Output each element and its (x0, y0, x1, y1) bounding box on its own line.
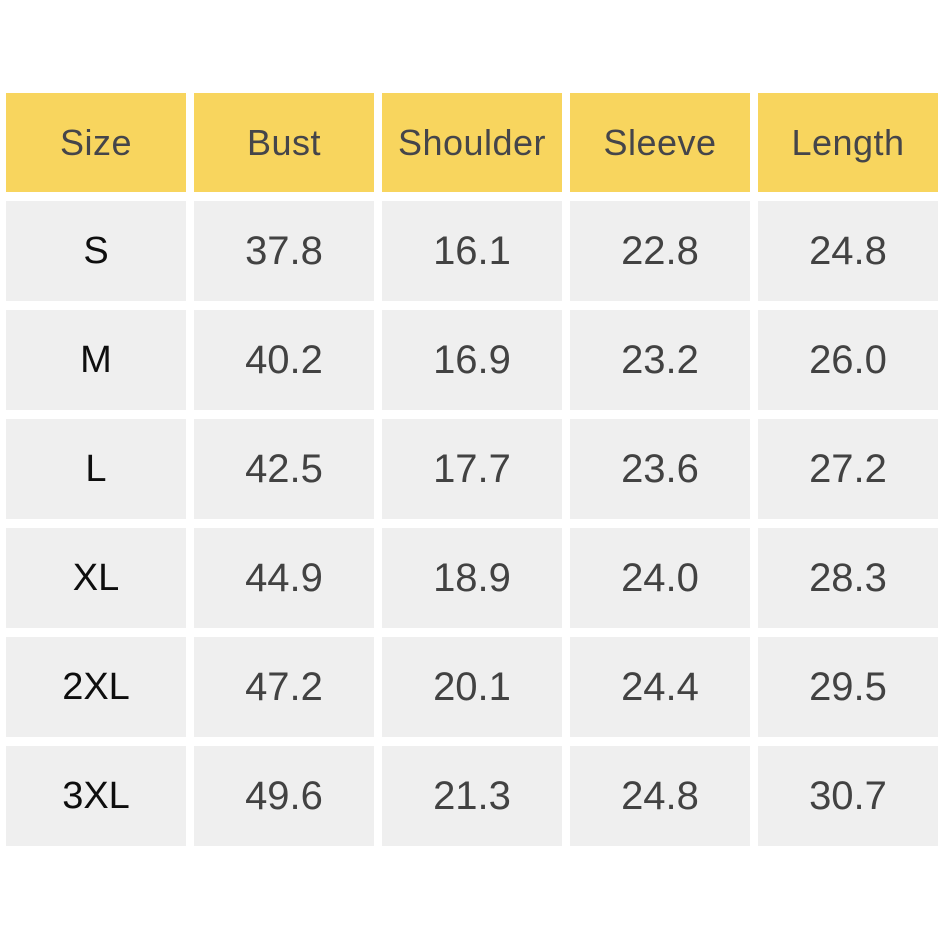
measurement-cell: 40.2 (194, 310, 374, 410)
measurement-cell: 21.3 (382, 746, 562, 846)
measurement-cell: 24.8 (758, 201, 938, 301)
size-label-cell: S (6, 201, 186, 301)
column-header-shoulder: Shoulder (382, 93, 562, 192)
column-header-sleeve: Sleeve (570, 93, 750, 192)
measurement-cell: 29.5 (758, 637, 938, 737)
measurement-cell: 17.7 (382, 419, 562, 519)
measurement-cell: 23.6 (570, 419, 750, 519)
size-label-cell: XL (6, 528, 186, 628)
measurement-cell: 24.8 (570, 746, 750, 846)
size-label-cell: M (6, 310, 186, 410)
column-header-length: Length (758, 93, 938, 192)
measurement-cell: 18.9 (382, 528, 562, 628)
measurement-cell: 20.1 (382, 637, 562, 737)
measurement-cell: 24.0 (570, 528, 750, 628)
measurement-cell: 42.5 (194, 419, 374, 519)
measurement-cell: 37.8 (194, 201, 374, 301)
column-header-bust: Bust (194, 93, 374, 192)
measurement-cell: 49.6 (194, 746, 374, 846)
measurement-cell: 28.3 (758, 528, 938, 628)
column-header-size: Size (6, 93, 186, 192)
size-label-cell: L (6, 419, 186, 519)
measurement-cell: 23.2 (570, 310, 750, 410)
size-label-cell: 3XL (6, 746, 186, 846)
measurement-cell: 22.8 (570, 201, 750, 301)
measurement-cell: 16.1 (382, 201, 562, 301)
measurement-cell: 24.4 (570, 637, 750, 737)
measurement-cell: 30.7 (758, 746, 938, 846)
size-label-cell: 2XL (6, 637, 186, 737)
size-chart-table: Size Bust Shoulder Sleeve Length S 37.8 … (6, 93, 938, 846)
measurement-cell: 27.2 (758, 419, 938, 519)
measurement-cell: 44.9 (194, 528, 374, 628)
measurement-cell: 26.0 (758, 310, 938, 410)
measurement-cell: 47.2 (194, 637, 374, 737)
measurement-cell: 16.9 (382, 310, 562, 410)
